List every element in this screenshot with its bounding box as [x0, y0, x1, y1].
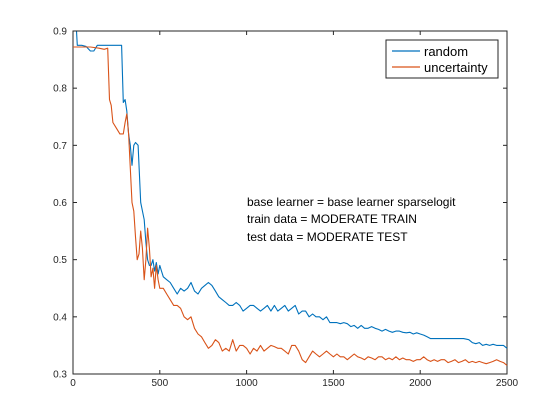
axes-box [72, 30, 508, 375]
series-layer [73, 30, 508, 366]
x-tick-label: 1000 [235, 378, 258, 389]
annotation-block: base learner = base learner sparselogit … [247, 195, 456, 244]
legend-box [385, 39, 499, 79]
y-tick-label: 0.8 [53, 84, 67, 95]
plot-area: 0 500 1000 1500 2000 2500 0.3 0.4 0.5 0.6 0.7 0.8 0.… [53, 27, 518, 390]
x-tick-label: 2500 [496, 378, 519, 389]
y-tick-label: 0.3 [53, 370, 67, 381]
legend-label-uncertainty: uncertainty [424, 60, 488, 75]
x-tick-label: 1500 [322, 378, 345, 389]
legend-label-random: random [424, 44, 468, 59]
x-tick-label: 500 [151, 378, 168, 389]
x-tick-label: 0 [70, 378, 76, 389]
annotation-line-1: base learner = base learner sparselogit [247, 195, 456, 209]
annotation-line-2: train data = MODERATE TRAIN [247, 212, 417, 226]
x-tick-label: 2000 [409, 378, 432, 389]
annotation-line-3: test data = MODERATE TEST [247, 230, 408, 244]
legend: random uncertainty [385, 39, 499, 79]
y-tick-label: 0.5 [53, 255, 67, 266]
series-line-random [73, 30, 508, 349]
y-tick-label: 0.9 [53, 27, 67, 38]
series-line-uncertainty [73, 46, 508, 366]
y-tick-label: 0.7 [53, 141, 67, 152]
y-tick-label: 0.6 [53, 198, 67, 209]
ticks-layer: 0 500 1000 1500 2000 2500 0.3 0.4 0.5 0.6 0.7 0.8 0.… [53, 27, 518, 390]
y-tick-label: 0.4 [53, 312, 67, 323]
